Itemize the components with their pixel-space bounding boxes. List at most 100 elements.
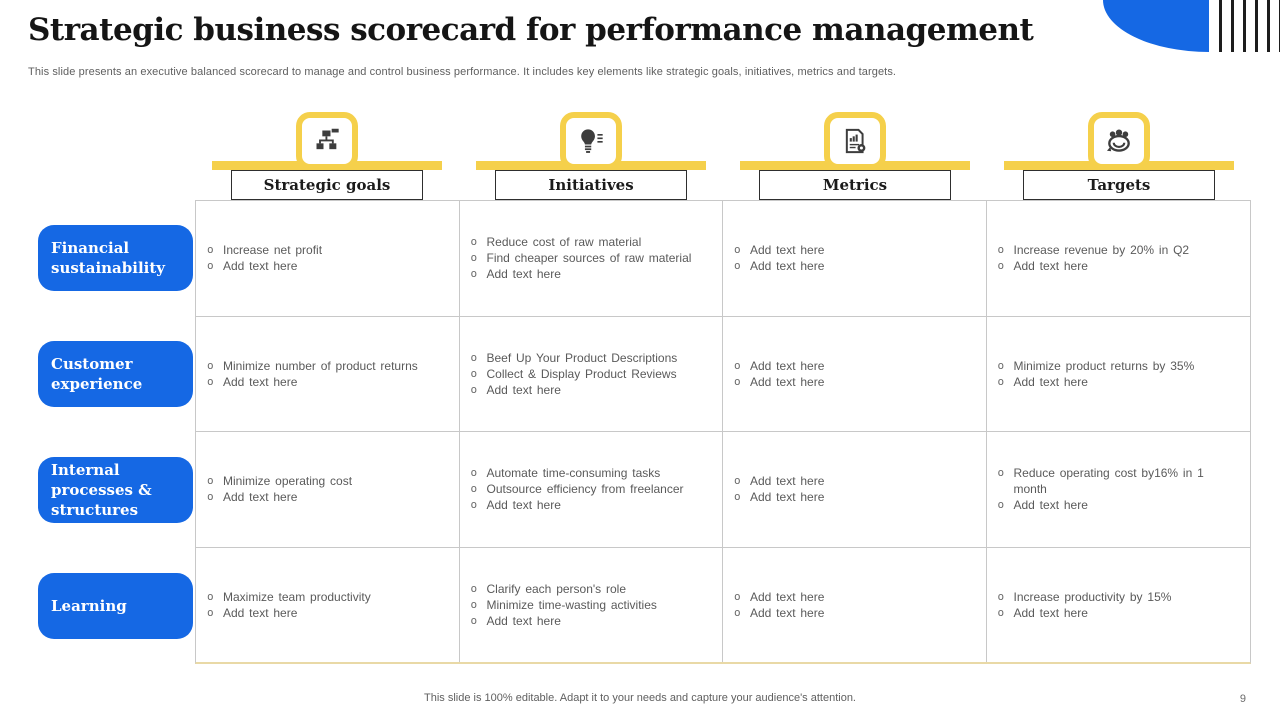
list-item: o Add text here: [207, 605, 445, 621]
list-item-text: Minimize number of product returns: [223, 358, 418, 373]
list-item: o Add text here: [471, 613, 709, 629]
list-item-text: Add text here: [223, 259, 298, 274]
cell-initiatives: o Reduce cost of raw material o Find cheap…: [460, 201, 723, 316]
list-item: o Minimize number of product returns: [207, 358, 445, 374]
editable-note: This slide is 100% editable. Adapt it to…: [424, 692, 856, 704]
bullet-marker: o: [734, 358, 741, 372]
table-row: o Increase net profit o Add text here o Red…: [196, 201, 1250, 317]
bullet-marker: o: [997, 605, 1005, 619]
list-item-text: Clarify each person's role: [486, 581, 627, 596]
bullet-marker: o: [207, 243, 214, 257]
bullet-marker: o: [470, 251, 478, 265]
bullet-marker: o: [470, 597, 478, 611]
bullet-marker: o: [470, 267, 478, 281]
bullet-marker: o: [734, 605, 741, 619]
column-label: Initiatives: [495, 170, 687, 200]
cell-metrics: o Add text here o Add text here: [723, 201, 987, 316]
list-item-text: Add text here: [486, 613, 561, 628]
bullet-marker: o: [734, 259, 741, 273]
column-header-metrics: Metrics: [740, 112, 970, 200]
list-item-text: Increase revenue by 20% in Q2: [1013, 243, 1190, 258]
bullet-marker: o: [997, 259, 1005, 273]
bullet-marker: o: [470, 613, 478, 627]
list-item: o Reduce cost of raw material: [471, 234, 709, 250]
bullet-marker: o: [997, 358, 1005, 372]
bullet-marker: o: [734, 243, 741, 257]
cell-initiatives: o Automate time-consuming tasks o Outsourc…: [460, 432, 723, 547]
icon-frame: [560, 112, 622, 170]
list-item: o Add text here: [734, 605, 972, 621]
list-item: o Add text here: [734, 258, 972, 274]
bullet-marker: o: [734, 374, 741, 388]
list-item-text: Add text here: [486, 498, 561, 513]
bullet-marker: o: [207, 474, 214, 488]
list-item-text: Add text here: [750, 259, 825, 274]
list-item-text: Add text here: [1013, 259, 1088, 274]
bullet-marker: o: [470, 382, 478, 396]
list-item: o Find cheaper sources of raw material: [471, 250, 709, 266]
bullet-marker: o: [470, 498, 478, 512]
list-item: o Increase revenue by 20% in Q2: [998, 242, 1237, 258]
page-subtitle: This slide presents an executive balance…: [28, 66, 897, 78]
cell-initiatives: o Beef Up Your Product Descriptions o Coll…: [460, 316, 723, 431]
list-item: o Maximize team productivity: [207, 589, 445, 605]
list-item: o Add text here: [734, 589, 972, 605]
cell-strategic-goals: o Maximize team productivity o Add text he…: [196, 547, 460, 662]
cell-targets: o Increase productivity by 15% o Add text …: [987, 548, 1251, 663]
list-item: o Increase productivity by 15%: [998, 589, 1237, 605]
list-item-text: Automate time-consuming tasks: [486, 466, 661, 481]
page-number: 9: [1239, 693, 1246, 705]
list-item-text: Minimize product returns by 35%: [1013, 358, 1195, 373]
list-item-text: Maximize team productivity: [223, 589, 371, 604]
bullet-marker: o: [207, 259, 214, 273]
list-item-text: Increase productivity by 15%: [1013, 589, 1172, 604]
bullet-marker: o: [734, 589, 741, 603]
column-header-initiatives: Initiatives: [476, 112, 706, 200]
list-item-text: Find cheaper sources of raw material: [486, 251, 692, 266]
bullet-marker: o: [207, 589, 214, 603]
column-label: Metrics: [759, 170, 951, 200]
list-item: o Add text here: [471, 497, 709, 513]
list-item: o Add text here: [207, 489, 445, 505]
quarter-circle-decoration: [1103, 0, 1209, 52]
row-label-internal-processes: Internal processes & structures: [38, 457, 193, 523]
list-item: o Add text here: [207, 374, 445, 390]
icon-frame: [824, 112, 886, 170]
list-item-text: Add text here: [486, 267, 561, 282]
list-item-text: Reduce operating cost by16% in 1 month: [1013, 466, 1204, 497]
list-item-text: Add text here: [750, 474, 825, 489]
list-item: o Add text here: [734, 358, 972, 374]
list-item-text: Add text here: [1013, 605, 1088, 620]
bullet-marker: o: [470, 235, 478, 249]
list-item: o Add text here: [734, 242, 972, 258]
column-header-targets: Targets: [1004, 112, 1234, 200]
column-label: Targets: [1023, 170, 1215, 200]
cell-initiatives: o Clarify each person's role o Minimize ti…: [460, 547, 723, 662]
list-item: o Collect & Display Product Reviews: [471, 366, 709, 382]
list-item-text: Add text here: [750, 374, 825, 389]
row-label-financial-sustainability: Financial sustainability: [38, 225, 193, 291]
list-item-text: Add text here: [223, 605, 298, 620]
bullet-marker: o: [997, 374, 1005, 388]
row-label-customer-experience: Customer experience: [38, 341, 193, 407]
list-item-text: Add text here: [223, 490, 298, 505]
list-item: o Add text here: [998, 374, 1237, 390]
list-item-text: Add text here: [223, 374, 298, 389]
list-item: o Outsource efficiency from freelancer: [471, 481, 709, 497]
cell-metrics: o Add text here o Add text here: [723, 547, 987, 662]
list-item-text: Reduce cost of raw material: [486, 235, 642, 250]
cell-strategic-goals: o Increase net profit o Add text here: [196, 201, 460, 316]
list-item: o Minimize time-wasting activities: [471, 597, 709, 613]
list-item: o Minimize operating cost: [207, 473, 445, 489]
column-label: Strategic goals: [231, 170, 423, 200]
bullet-marker: o: [207, 605, 214, 619]
cell-metrics: o Add text here o Add text here: [723, 432, 987, 547]
document-chart-gear-icon: [841, 127, 869, 155]
list-item-text: Collect & Display Product Reviews: [486, 366, 677, 381]
list-item-text: Add text here: [750, 589, 825, 604]
bullet-marker: o: [997, 589, 1005, 603]
list-item-text: Add text here: [1013, 374, 1088, 389]
list-item: o Clarify each person's role: [471, 581, 709, 597]
list-item: o Add text here: [998, 258, 1237, 274]
